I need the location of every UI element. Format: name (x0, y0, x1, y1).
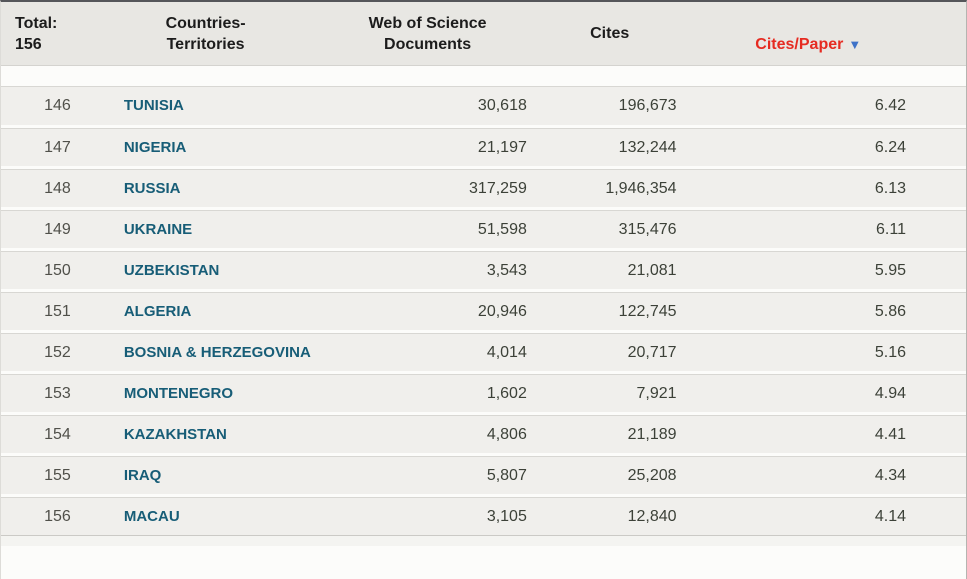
table-row: 156 MACAU 3,105 12,840 4.14 (1, 497, 966, 535)
table-row: 149 UKRAINE 51,598 315,476 6.11 (1, 210, 966, 248)
column-header-countries-territories[interactable]: Countries- Territories (165, 14, 246, 53)
cites-cell: 122,745 (618, 302, 677, 320)
wos-documents-cell: 20,946 (477, 302, 527, 320)
header-body-divider (1, 66, 966, 87)
country-link[interactable]: TUNISIA (123, 97, 184, 114)
cites-per-paper-cell: 6.24 (874, 138, 906, 156)
wos-documents-cell: 4,014 (486, 343, 527, 361)
total-count-label: Total: 156 (15, 14, 58, 53)
table-row: 148 RUSSIA 317,259 1,946,354 6.13 (1, 169, 966, 207)
cites-cell: 21,081 (627, 261, 677, 279)
wos-documents-cell: 30,618 (477, 97, 527, 114)
table-row: 151 ALGERIA 20,946 122,745 5.86 (1, 292, 966, 330)
rank-cell: 151 (44, 302, 71, 320)
cites-cell: 20,717 (627, 343, 677, 361)
wos-documents-cell: 5,807 (486, 466, 527, 484)
country-link[interactable]: MONTENEGRO (123, 384, 233, 402)
country-link[interactable]: UZBEKISTAN (123, 261, 220, 279)
table-row: 152 BOSNIA & HERZEGOVINA 4,014 20,717 5.… (1, 333, 966, 371)
cites-cell: 21,189 (627, 425, 677, 443)
cites-per-paper-label: Cites/Paper (755, 35, 844, 53)
cites-per-paper-cell: 6.42 (874, 97, 906, 114)
sort-descending-icon: ▼ (848, 36, 862, 52)
table-row: 150 UZBEKISTAN 3,543 21,081 5.95 (1, 251, 966, 289)
wos-documents-cell: 4,806 (486, 425, 527, 443)
cites-per-paper-cell: 5.86 (874, 302, 906, 320)
table-bottom-border (1, 535, 966, 546)
table-row: 147 NIGERIA 21,197 132,244 6.24 (1, 128, 966, 166)
cites-per-paper-cell: 6.11 (876, 220, 906, 238)
rank-cell: 155 (44, 466, 71, 484)
cites-cell: 25,208 (627, 466, 677, 484)
country-link[interactable]: BOSNIA & HERZEGOVINA (123, 343, 311, 361)
rank-cell: 153 (44, 384, 71, 402)
country-link[interactable]: NIGERIA (123, 138, 187, 156)
table-row: 154 KAZAKHSTAN 4,806 21,189 4.41 (1, 415, 966, 453)
rank-cell: 154 (44, 425, 71, 443)
wos-documents-cell: 3,543 (486, 261, 527, 279)
cites-cell: 132,244 (618, 138, 677, 156)
rank-cell: 156 (44, 507, 71, 525)
wos-documents-cell: 317,259 (469, 179, 527, 197)
column-header-cites[interactable]: Cites (590, 25, 630, 42)
country-link[interactable]: IRAQ (123, 466, 162, 484)
wos-documents-cell: 3,105 (486, 507, 527, 525)
rank-cell: 152 (44, 343, 71, 361)
rank-cell: 149 (44, 220, 71, 238)
table-body: 146 TUNISIA 30,618 196,673 6.42 147 NIGE… (1, 87, 966, 535)
country-link[interactable]: ALGERIA (123, 302, 192, 320)
rank-cell: 150 (44, 261, 71, 279)
cites-per-paper-cell: 5.16 (874, 343, 906, 361)
table-row: 155 IRAQ 5,807 25,208 4.34 (1, 456, 966, 494)
table-row: 146 TUNISIA 30,618 196,673 6.42 (1, 87, 966, 125)
cites-cell: 315,476 (618, 220, 677, 238)
table-row: 153 MONTENEGRO 1,602 7,921 4.94 (1, 374, 966, 412)
country-link[interactable]: RUSSIA (123, 179, 181, 197)
cites-per-paper-cell: 4.34 (874, 466, 906, 484)
country-link[interactable]: MACAU (123, 507, 180, 525)
cites-cell: 12,840 (627, 507, 677, 525)
rank-cell: 148 (44, 179, 71, 197)
table-header-row: Total: 156 Countries- Territories Web of… (1, 2, 966, 66)
country-link[interactable]: UKRAINE (123, 220, 193, 238)
wos-documents-cell: 1,602 (486, 384, 527, 402)
column-header-wos-documents[interactable]: Web of Science Documents (368, 14, 487, 53)
rank-cell: 146 (44, 97, 71, 114)
cites-cell: 1,946,354 (605, 179, 677, 197)
cites-per-paper-cell: 4.14 (874, 507, 906, 525)
wos-documents-cell: 21,197 (477, 138, 527, 156)
rank-cell: 147 (44, 138, 71, 156)
country-link[interactable]: KAZAKHSTAN (123, 425, 227, 443)
cites-per-paper-cell: 5.95 (874, 261, 906, 279)
cites-per-paper-cell: 4.41 (874, 425, 906, 443)
cites-per-paper-cell: 6.13 (874, 179, 906, 197)
cites-per-paper-cell: 4.94 (874, 384, 906, 402)
cites-cell: 7,921 (636, 384, 677, 402)
wos-documents-cell: 51,598 (477, 220, 527, 238)
column-header-cites-per-paper[interactable]: Cites/Paper ▼ (685, 13, 966, 55)
cites-cell: 196,673 (618, 97, 677, 114)
